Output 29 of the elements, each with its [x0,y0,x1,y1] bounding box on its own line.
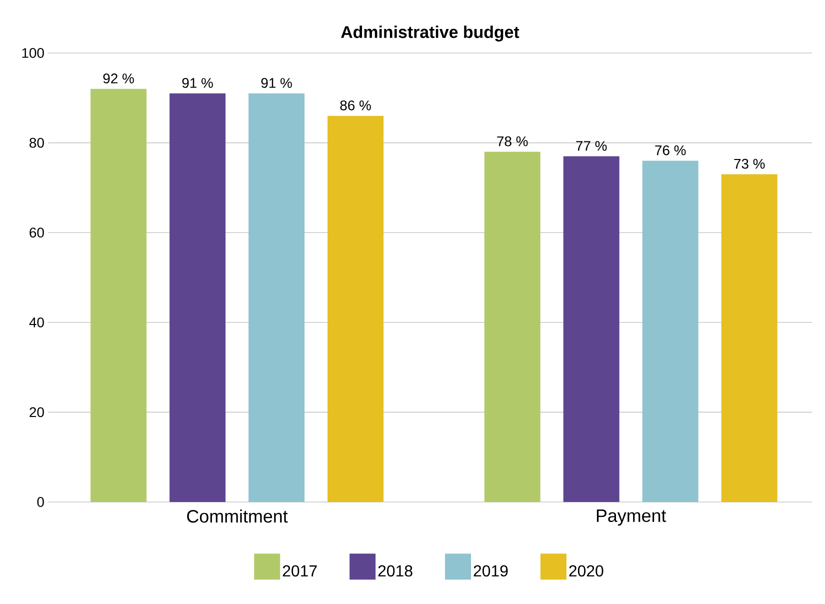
bar [563,156,620,502]
data-label: 86 % [340,100,371,110]
bar [248,93,305,502]
x-tick-label: Commitment [187,510,288,523]
y-tick-label: 100 [22,48,44,58]
bar [170,93,226,502]
data-label: 91 % [261,78,292,88]
legend-label: 2019 [474,565,508,577]
bar [90,88,147,502]
y-tick-label: 60 [30,228,44,238]
legend-label: 2017 [282,565,317,577]
legend-label: 2018 [378,565,412,577]
y-tick-label: 80 [30,138,44,148]
data-label: 91 % [182,78,213,88]
data-label: 92 % [103,74,134,84]
legend-label: 2020 [569,565,604,577]
data-label: 73 % [734,158,765,169]
data-label: 78 % [497,136,528,146]
data-label: 76 % [655,145,686,156]
bar [721,174,778,502]
chart-title: Administrative budget [341,26,520,42]
y-tick-label: 40 [29,317,44,328]
y-tick-label: 0 [37,497,44,507]
data-label: 77 % [576,140,607,151]
y-tick-label: 20 [30,407,44,418]
bar [642,160,698,502]
bar [328,116,384,502]
bar [484,152,540,502]
x-tick-label: Payment [596,510,666,526]
